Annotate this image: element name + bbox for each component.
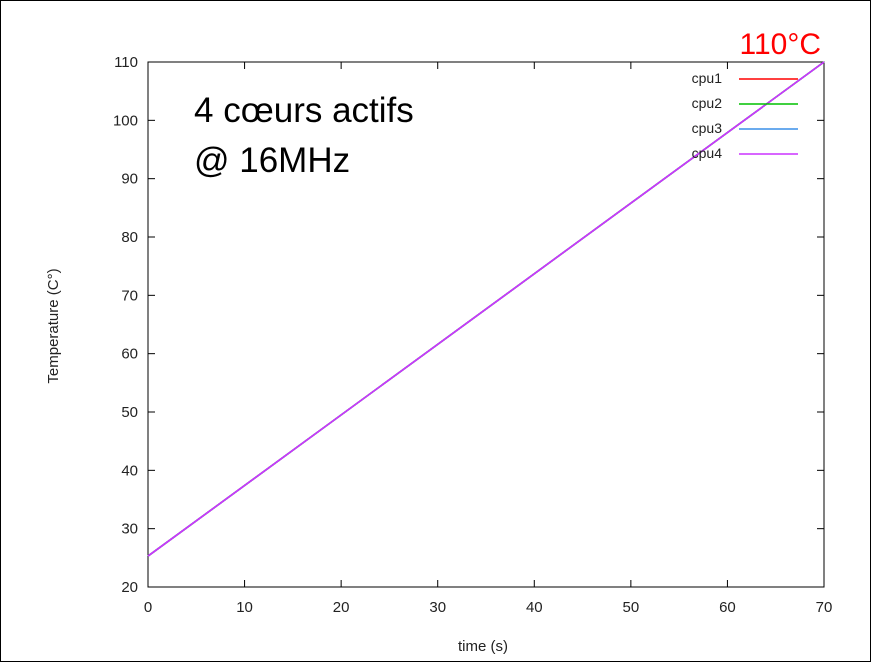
plot-layer [147, 61, 825, 588]
legend-label-cpu2: cpu2 [692, 95, 723, 111]
x-tick-label: 0 [144, 599, 152, 616]
legend-label-cpu1: cpu1 [692, 70, 723, 86]
plot-border [147, 61, 825, 588]
y-tick-label: 30 [121, 521, 138, 538]
annotation-peak-temperature: 110°C [740, 28, 822, 61]
legend: cpu1 cpu2 cpu3 cpu4 [692, 70, 798, 161]
y-tick-label: 60 [121, 346, 138, 363]
x-tick-label: 60 [719, 599, 736, 616]
x-tick-label: 30 [429, 599, 446, 616]
annotation-frequency: @ 16MHz [194, 141, 350, 180]
legend-label-cpu3: cpu3 [692, 120, 723, 136]
x-tick-label: 70 [816, 599, 833, 616]
y-tick-label: 90 [121, 171, 138, 188]
y-tick-label: 40 [121, 462, 138, 479]
ticks-layer: 0 10 20 30 40 50 60 70 20 30 40 50 60 70 80 90 100 110 [113, 54, 832, 616]
series-line-cpu4 [147, 61, 825, 557]
y-tick-label: 110 [114, 54, 138, 71]
series-layer [147, 61, 825, 557]
x-tick-label: 40 [526, 599, 543, 616]
y-axis-label: Temperature (C°) [45, 268, 62, 383]
x-axis-label: time (s) [458, 638, 508, 655]
y-tick-label: 100 [113, 112, 138, 129]
y-tick-label: 20 [121, 579, 138, 596]
annotation-cores: 4 cœurs actifs [194, 91, 414, 130]
x-tick-label: 10 [236, 599, 253, 616]
y-tick-label: 50 [121, 404, 138, 421]
legend-label-cpu4: cpu4 [692, 145, 723, 161]
y-tick-label: 80 [121, 229, 138, 246]
y-tick-label: 70 [121, 287, 138, 304]
x-tick-label: 20 [333, 599, 350, 616]
x-tick-label: 50 [623, 599, 640, 616]
